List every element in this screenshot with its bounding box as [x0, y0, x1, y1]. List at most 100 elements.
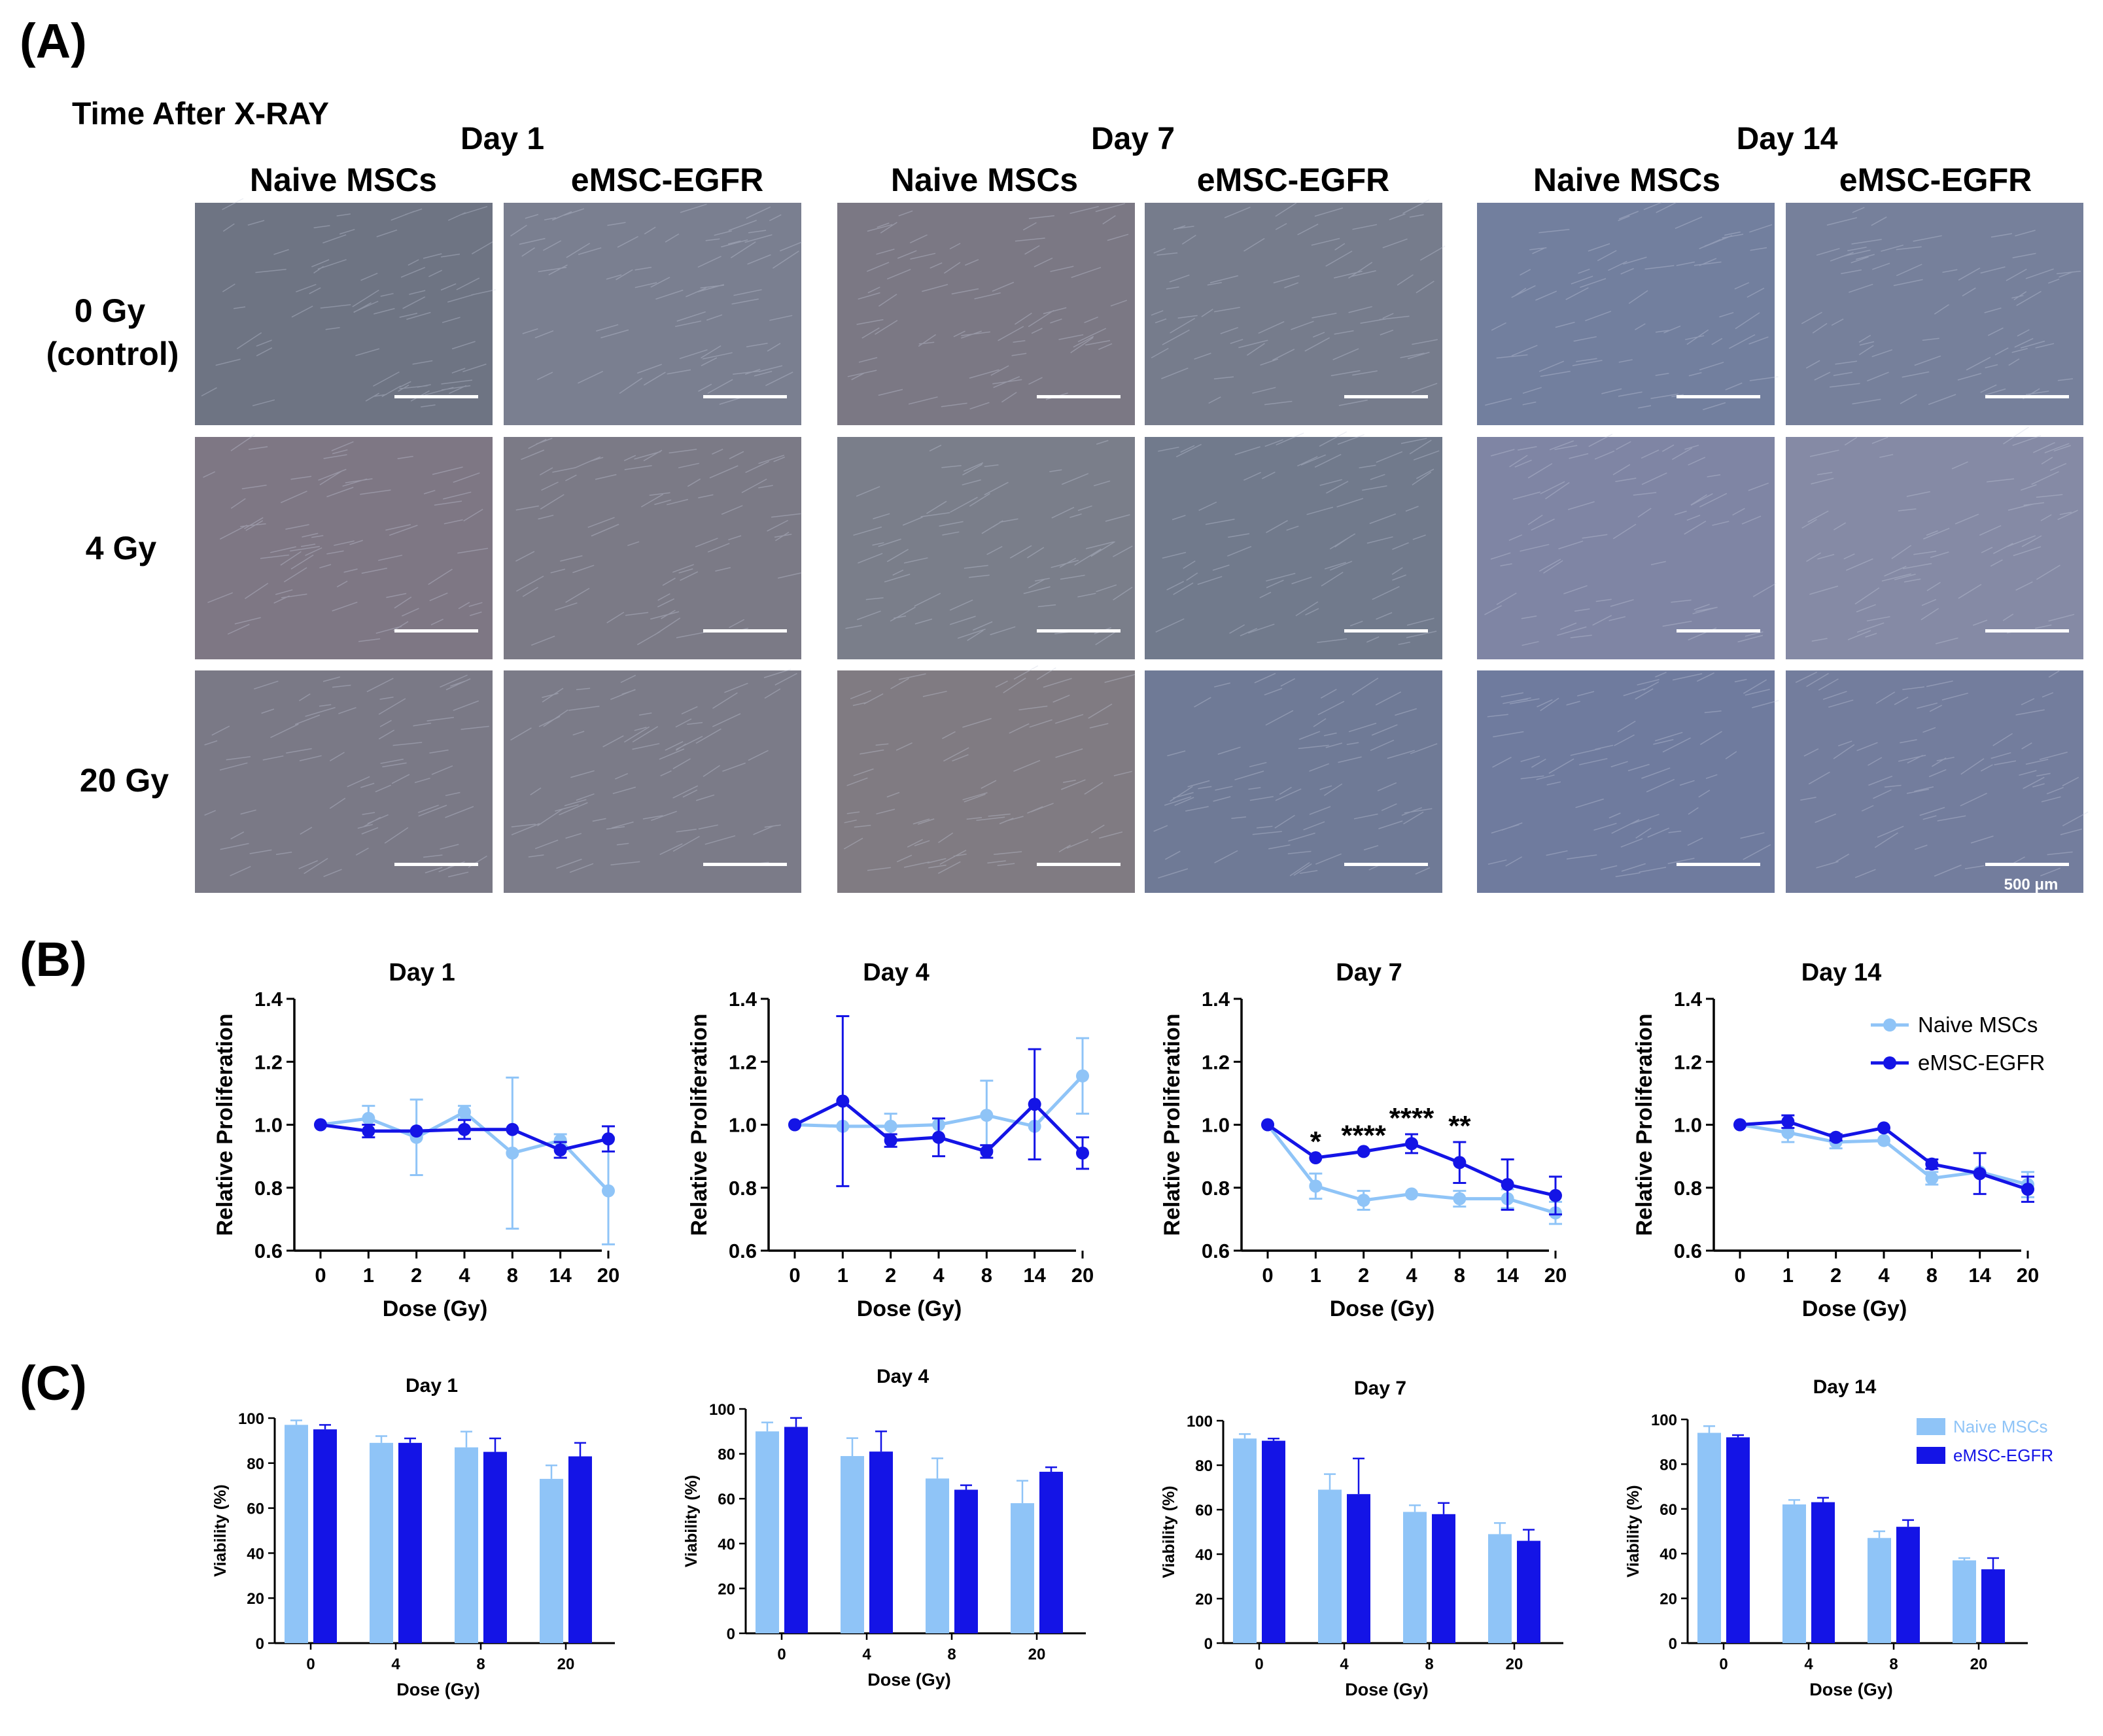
- data-point: [1076, 1146, 1089, 1160]
- bar-emsc-egfr: [954, 1489, 978, 1633]
- bar-naive-mscs: [1697, 1432, 1721, 1643]
- scale-bar: [1985, 863, 2069, 866]
- micrograph-r2-c4: [1145, 431, 1442, 659]
- micrograph-texture: [1151, 199, 1446, 406]
- x-tick-label: 0: [1734, 1264, 1745, 1287]
- micrograph-r1-c6: [1786, 203, 2083, 425]
- bar-chart-day-1: Day 1 0 20 40 60 80 100 Viability (%) Dose (Gy) 0…: [211, 1375, 615, 1699]
- y-axis-label: Relative Proliferation: [1160, 1013, 1185, 1236]
- y-tick-label: 0.8: [1674, 1177, 1702, 1200]
- scale-bar: [394, 395, 478, 398]
- micrograph-background: [1477, 437, 1775, 659]
- scale-bar-label: 500 μm: [2004, 876, 2059, 894]
- legend-label: Naive MSCs: [1918, 1013, 2038, 1037]
- data-point: [1781, 1126, 1795, 1139]
- y-tick-label: 1.0: [1674, 1114, 1702, 1137]
- y-axis-label: Viability (%): [1160, 1485, 1178, 1578]
- y-tick-label: 80: [718, 1446, 735, 1464]
- micrograph-texture: [515, 438, 801, 646]
- y-tick-label: 100: [1651, 1412, 1677, 1429]
- micrograph-background: [1786, 670, 2083, 893]
- x-tick-label: 2: [885, 1264, 896, 1287]
- y-tick-label: 100: [238, 1410, 264, 1428]
- x-tick-label: 8: [981, 1264, 992, 1287]
- y-tick-label: 60: [718, 1491, 735, 1508]
- micrograph-texture: [1801, 207, 2081, 406]
- micrograph-r3-c1: [195, 670, 493, 893]
- group-header-emsc-day7: eMSC-EGFR: [1197, 162, 1389, 198]
- bar-naive-mscs: [1782, 1504, 1806, 1643]
- x-tick-label: 20: [1028, 1646, 1046, 1663]
- y-tick-label: 40: [1660, 1546, 1677, 1563]
- scale-bar: [1037, 863, 1121, 866]
- micrograph-r3-c2: [504, 668, 801, 893]
- micrograph-r2-c5: [1477, 434, 1777, 659]
- micrograph-background: [195, 203, 493, 425]
- bar-naive-mscs: [1953, 1560, 1976, 1643]
- data-point: [980, 1145, 994, 1158]
- bar-naive-mscs: [1318, 1489, 1342, 1643]
- day-header-day14: Day 14: [1737, 122, 1838, 156]
- x-tick-label: 20: [1506, 1656, 1523, 1673]
- chart-title: Day 7: [1336, 959, 1402, 986]
- group-header-naive-day14: Naive MSCs: [1533, 162, 1720, 198]
- y-tick-label: 1.4: [254, 988, 283, 1011]
- micrograph-r1-c4: [1145, 199, 1446, 425]
- x-tick-label: 4: [1406, 1264, 1417, 1287]
- data-point: [1549, 1189, 1562, 1202]
- y-axis-label: Viability (%): [682, 1475, 701, 1567]
- significance-marker: ****: [1389, 1102, 1434, 1134]
- data-point: [1076, 1069, 1089, 1083]
- micrograph-background: [504, 670, 801, 893]
- y-tick-label: 0: [1669, 1635, 1677, 1653]
- legend-swatch: [1917, 1447, 1945, 1464]
- y-tick-label: 40: [718, 1536, 735, 1554]
- micrograph-texture: [1487, 672, 1779, 878]
- y-tick-label: 60: [247, 1501, 264, 1518]
- y-tick-label: 0: [1204, 1635, 1213, 1653]
- data-point: [1405, 1137, 1418, 1151]
- micrograph-r3-c3: [837, 665, 1136, 893]
- bar-emsc-egfr: [1039, 1472, 1063, 1633]
- series-emsc-egfr: [1261, 1118, 1562, 1216]
- data-point: [884, 1134, 897, 1147]
- data-point: [409, 1124, 423, 1138]
- micrograph-texture: [1155, 431, 1440, 646]
- y-tick-label: 20: [247, 1590, 264, 1608]
- bar-emsc-egfr: [869, 1451, 893, 1633]
- legend-marker: [1883, 1056, 1896, 1069]
- y-tick-label: 0.8: [1202, 1177, 1230, 1200]
- chart-title: Day 1: [389, 959, 455, 986]
- x-tick-label: 20: [1071, 1264, 1094, 1287]
- micrograph-background: [837, 203, 1135, 425]
- group-header-naive-day1: Naive MSCs: [250, 162, 437, 198]
- x-tick-label: 8: [1454, 1264, 1465, 1287]
- x-tick-label: 0: [1255, 1656, 1263, 1673]
- significance-marker: *: [1310, 1126, 1322, 1158]
- line-chart-day-4: Day 4 0.6 0.8 1.0 1.2 1.4 0 1 2 4 8 14 20 Dose (Gy) Re…: [687, 959, 1094, 1321]
- micrograph-r2-c1: [195, 434, 493, 659]
- micrograph-r2-c3: [837, 437, 1135, 659]
- bar-emsc-egfr: [1262, 1440, 1285, 1643]
- micrograph-r2-c2: [504, 437, 801, 659]
- y-tick-label: 1.4: [729, 988, 757, 1011]
- data-point: [1877, 1121, 1890, 1135]
- x-axis-label: Dose (Gy): [1330, 1296, 1435, 1321]
- y-tick-label: 60: [1195, 1502, 1213, 1519]
- data-point: [553, 1134, 567, 1147]
- y-tick-label: 0.6: [1674, 1240, 1702, 1262]
- dose-row-label-0gy: 0 Gy: [75, 292, 146, 329]
- data-point: [1877, 1134, 1890, 1147]
- micrograph-r1-c3: [837, 203, 1135, 425]
- x-tick-label: 1: [1782, 1264, 1794, 1287]
- bar-naive-mscs: [540, 1478, 563, 1643]
- y-tick-label: 1.4: [1674, 988, 1703, 1011]
- micrograph-background: [1145, 437, 1442, 659]
- x-tick-label: 8: [476, 1656, 485, 1673]
- series-emsc-egfr: [788, 1015, 1089, 1187]
- x-tick-label: 0: [789, 1264, 800, 1287]
- x-tick-label: 0: [1262, 1264, 1273, 1287]
- dose-row-label-4gy: 4 Gy: [86, 530, 157, 566]
- data-point: [1357, 1145, 1370, 1158]
